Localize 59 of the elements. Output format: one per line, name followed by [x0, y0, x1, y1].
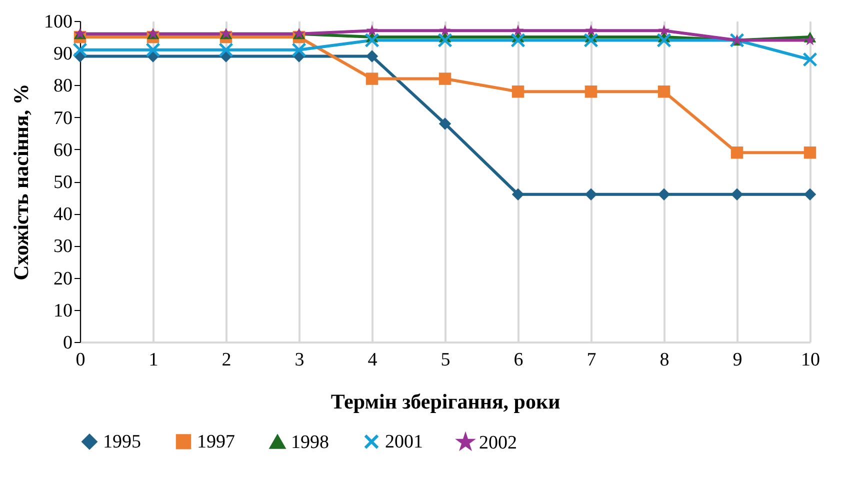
point	[366, 72, 378, 85]
point	[364, 32, 380, 48]
y-tick-label: 30	[54, 236, 72, 258]
point	[512, 85, 524, 98]
y-tick-label: 70	[54, 108, 72, 129]
x-tick-label: 0	[76, 350, 86, 370]
y-tick-label: 60	[54, 140, 72, 161]
y-tick-label: 50	[54, 172, 72, 193]
y-tick-label: 10	[54, 300, 72, 322]
x-tick-label: 3	[294, 350, 304, 370]
y-axis-title: Схожість насіння, %	[9, 84, 33, 280]
y-tick-label: 0	[63, 332, 72, 354]
point	[218, 42, 234, 58]
point	[292, 42, 306, 58]
point	[438, 32, 452, 48]
point	[146, 42, 160, 58]
point	[366, 24, 378, 36]
y-tick-label: 20	[54, 268, 72, 290]
point	[658, 188, 670, 200]
y-tick-label: 100	[44, 12, 72, 32]
legend-label: 2001	[385, 432, 423, 453]
point	[512, 188, 524, 200]
point	[730, 146, 744, 159]
point	[584, 188, 598, 200]
x-tick-label: 2	[222, 350, 232, 370]
x-tick-label: 8	[660, 350, 670, 370]
point	[802, 52, 818, 67]
x-axis-title: Термін зберігання, роки	[330, 390, 560, 414]
y-tick-label: 40	[54, 204, 72, 226]
y-tick-label: 80	[54, 76, 72, 97]
point	[658, 85, 670, 98]
point	[804, 188, 816, 200]
legend-label: 1998	[291, 432, 329, 454]
point	[584, 85, 598, 98]
point	[584, 32, 598, 48]
point	[804, 146, 816, 159]
x-tick-label: 10	[801, 350, 820, 370]
legend-label: 1997	[197, 432, 235, 453]
point	[510, 32, 526, 48]
x-tick-label: 7	[586, 350, 596, 370]
point	[72, 42, 88, 58]
point	[658, 24, 670, 36]
x-tick-label: 4	[368, 350, 378, 370]
x-tick-label: 9	[732, 350, 742, 370]
point	[366, 50, 378, 62]
x-tick-label: 5	[440, 350, 450, 370]
legend-label: 2002	[479, 432, 517, 454]
point	[438, 72, 452, 85]
point	[585, 24, 597, 36]
point	[439, 24, 451, 36]
point	[730, 188, 744, 200]
x-tick-label: 1	[148, 350, 158, 370]
y-tick-label: 90	[54, 44, 72, 65]
point	[656, 32, 672, 48]
point	[438, 118, 452, 130]
x-tick-label: 6	[514, 350, 524, 370]
legend-label: 1995	[103, 432, 141, 453]
point	[804, 34, 816, 46]
point	[512, 24, 524, 36]
